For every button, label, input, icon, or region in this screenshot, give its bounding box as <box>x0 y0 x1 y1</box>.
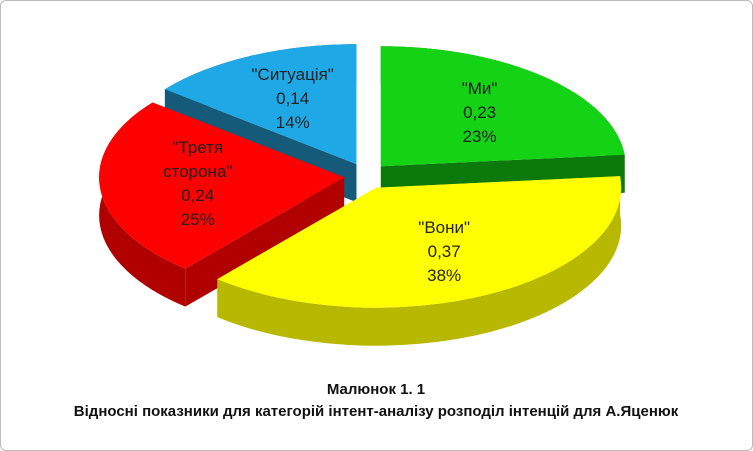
slice-label: "Ситуація" 0,14 14% <box>243 63 343 135</box>
percent-label: 14% <box>275 113 310 133</box>
slice <box>380 46 625 167</box>
slice <box>217 176 622 308</box>
caption: Малюнок 1. 1 <box>326 381 426 398</box>
value-label: 0,37 <box>427 241 461 261</box>
percent-label: 23% <box>462 126 497 146</box>
subcaption: Відносні показники для категорій інтент-… <box>73 403 679 420</box>
slice-label: "Вони" 0,37 38% <box>394 216 494 288</box>
value-label: 0,14 <box>276 89 310 109</box>
pie-canvas <box>99 44 625 346</box>
slice-wall <box>185 177 345 307</box>
percent-label: 25% <box>180 210 215 230</box>
slice-side <box>217 176 622 346</box>
percent-label: 38% <box>427 265 462 285</box>
value-label: 0,23 <box>463 102 497 122</box>
slice-label: "Ми" 0,23 23% <box>430 77 530 149</box>
caption-block: Малюнок 1. 1 Відносні показники для кате… <box>41 379 711 423</box>
category-label: "Ми" <box>461 78 498 98</box>
category-label: "Третя сторона" <box>163 138 233 182</box>
slice <box>99 102 345 269</box>
value-label: 0,24 <box>181 186 215 206</box>
slice <box>164 44 357 165</box>
category-label: "Вони" <box>418 217 471 237</box>
category-label: "Ситуація" <box>251 65 334 85</box>
slice-label: "Третя сторона" 0,24 25% <box>148 136 248 232</box>
